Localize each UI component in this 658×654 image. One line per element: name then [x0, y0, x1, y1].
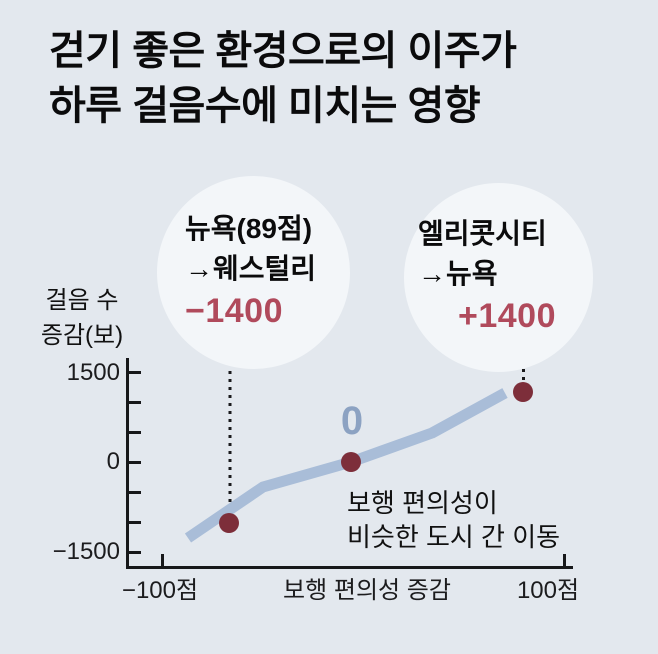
- chart-title-line1: 걷기 좋은 환경으로의 이주가: [49, 29, 517, 73]
- similar-city-note-line2: 비슷한 도시 간 이동: [347, 522, 561, 552]
- x-tick-label-100: 100점: [516, 577, 580, 604]
- callout-westerly-to: →웨스털리: [185, 253, 317, 284]
- callout-bubble-westerly: 뉴욕(89점) →웨스털리 −1400: [157, 176, 350, 369]
- callout-bubble-newyork: 엘리콧시티 →뉴욕 +1400: [404, 183, 593, 372]
- y-axis-line: [126, 358, 129, 569]
- y-axis-title-line1: 걸음 수: [45, 287, 119, 314]
- y-axis-title-line2: 증감(보): [40, 322, 124, 349]
- y-tick-label-minus1500: −1500: [52, 538, 120, 565]
- y-axis-tick: [129, 521, 141, 524]
- similar-city-note: 보행 편의성이 비슷한 도시 간 이동: [347, 486, 560, 554]
- callout-newyork-to: →뉴욕: [418, 258, 498, 289]
- chart-title: 걷기 좋은 환경으로의 이주가 하루 걸음수에 미치는 영향: [49, 24, 517, 134]
- callout-newyork-value: +1400: [458, 297, 556, 335]
- x-tick-label-minus100: −100점: [121, 577, 199, 604]
- similar-city-note-line1: 보행 편의성이: [347, 488, 498, 518]
- callout-newyork-from: 엘리콧시티: [418, 218, 547, 249]
- callout-westerly-value: −1400: [185, 292, 283, 330]
- x-axis-tick: [563, 554, 566, 566]
- y-axis-tick: [129, 461, 141, 464]
- x-axis-tick: [161, 554, 164, 566]
- y-axis-tick: [129, 371, 141, 374]
- x-axis-line: [126, 566, 573, 569]
- callout-newyork-text: 엘리콧시티 →뉴욕 +1400: [418, 214, 556, 338]
- x-axis-title: 보행 편의성 증감: [283, 577, 451, 604]
- y-axis-tick: [129, 491, 141, 494]
- y-axis-tick: [129, 431, 141, 434]
- y-axis-title: 걸음 수 증감(보): [28, 283, 136, 353]
- y-axis-tick: [129, 401, 141, 404]
- y-axis-tick: [129, 551, 141, 554]
- y-tick-label-1500: 1500: [66, 359, 120, 386]
- zero-point-annotation: 0: [340, 399, 364, 443]
- callout-westerly-text: 뉴욕(89점) →웨스털리 −1400: [185, 209, 316, 333]
- y-tick-label-0: 0: [106, 448, 120, 475]
- callout-westerly-from: 뉴욕(89점): [185, 213, 313, 244]
- chart-title-line2: 하루 걸음수에 미치는 영향: [49, 84, 481, 128]
